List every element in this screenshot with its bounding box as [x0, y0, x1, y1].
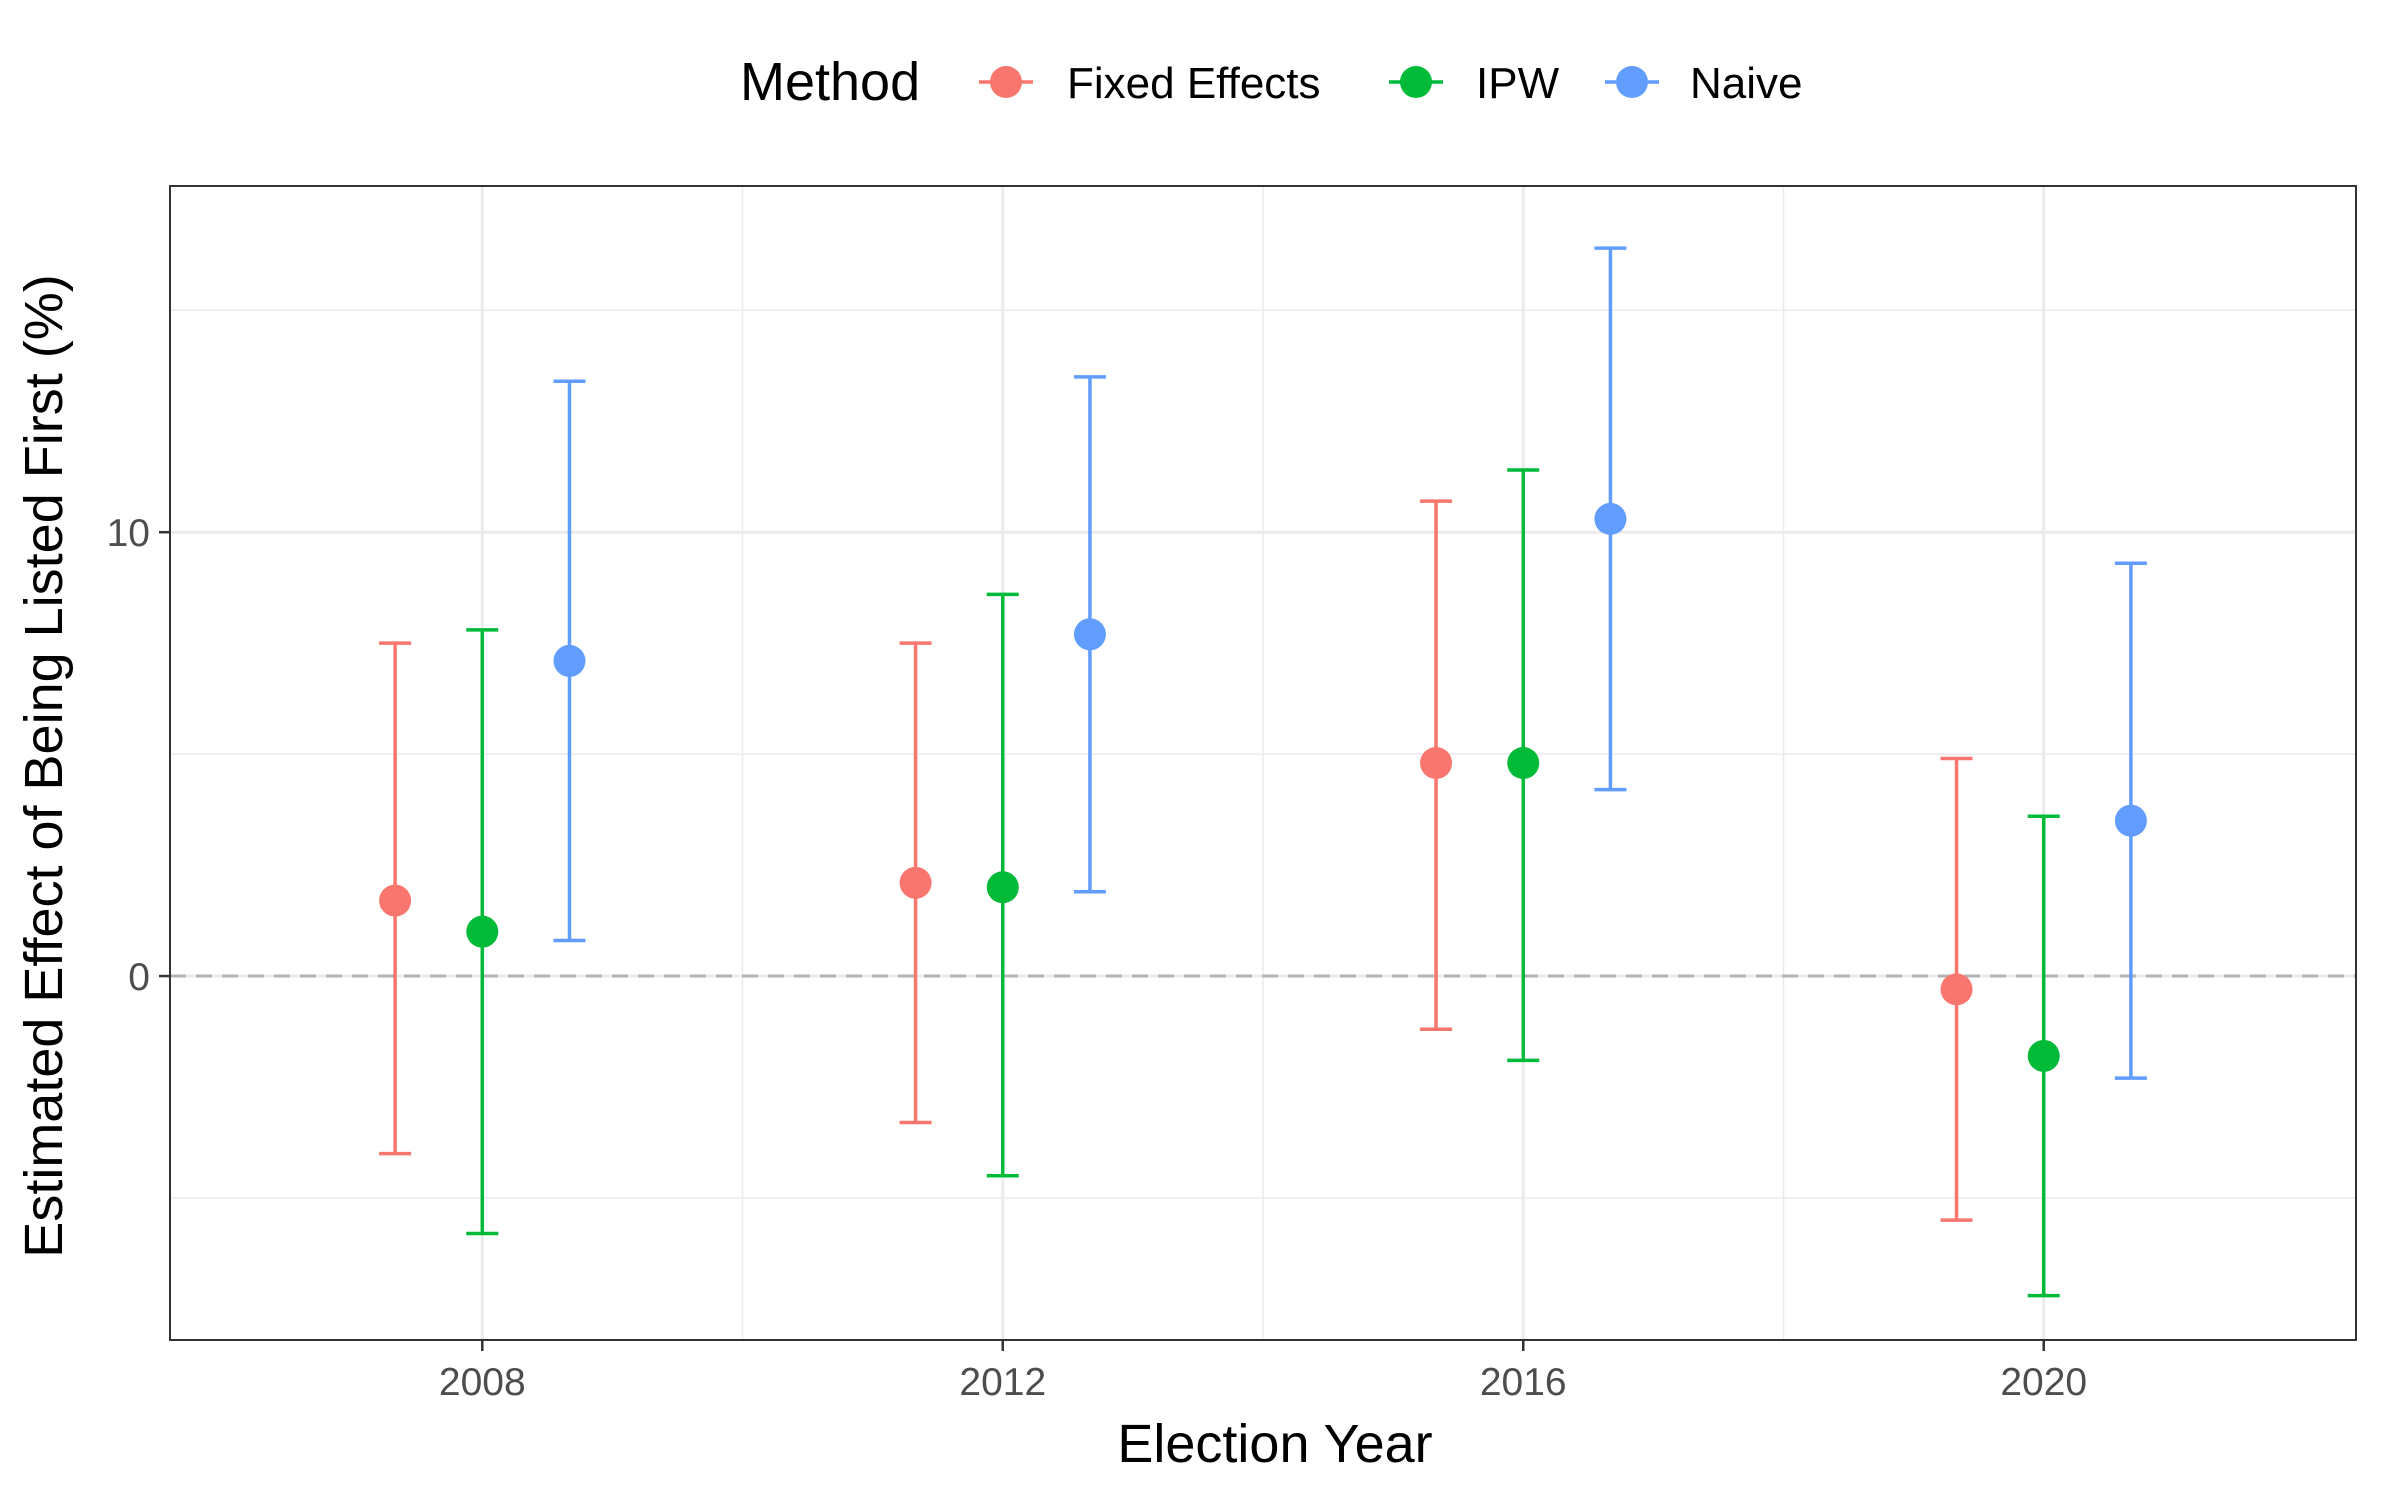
- point-fixed-effects: [899, 866, 932, 899]
- point-naive: [1073, 618, 1106, 651]
- x-tick-label: 2012: [959, 1361, 1046, 1404]
- y-axis: 0 10: [107, 512, 170, 999]
- point-ipw: [466, 915, 499, 948]
- legend-item-ipw: IPW: [1389, 59, 1560, 108]
- legend-item-naive: Naive: [1605, 59, 1803, 108]
- point-ipw: [986, 871, 1019, 904]
- point-naive: [2114, 804, 2147, 837]
- y-tick-label: 0: [128, 956, 150, 999]
- legend-title: Method: [740, 52, 920, 112]
- x-tick-label: 2008: [439, 1361, 526, 1404]
- point-naive: [553, 644, 586, 677]
- point-ipw: [2027, 1039, 2060, 1072]
- legend-label-ipw: IPW: [1476, 59, 1560, 108]
- legend-key-point-ipw: [1400, 66, 1432, 98]
- series-fixed-effects: [379, 499, 1973, 1222]
- legend-key-point-fixed-effects: [990, 66, 1022, 98]
- point-ipw: [1507, 747, 1540, 779]
- legend: Method Fixed Effects IPW Naive: [740, 52, 1803, 112]
- x-axis-title: Election Year: [1117, 1414, 1432, 1474]
- legend-label-naive: Naive: [1690, 59, 1803, 108]
- legend-key-point-naive: [1616, 66, 1648, 98]
- x-axis: 2008 2012 2016 2020: [439, 1340, 2087, 1404]
- series-ipw: [466, 468, 2060, 1298]
- series-naive: [553, 246, 2147, 1080]
- legend-item-fixed-effects: Fixed Effects: [979, 59, 1321, 108]
- legend-label-fixed-effects: Fixed Effects: [1067, 59, 1321, 108]
- plot-panel-border: [169, 185, 2357, 1341]
- series-layer: [379, 246, 2147, 1298]
- point-naive: [1594, 502, 1627, 535]
- x-tick-label: 2020: [2000, 1361, 2087, 1404]
- legend-items: Fixed Effects IPW Naive: [979, 59, 1803, 108]
- point-fixed-effects: [1420, 747, 1453, 779]
- point-fixed-effects: [1940, 973, 1973, 1006]
- y-axis-title: Estimated Effect of Being Listed First (…: [14, 274, 74, 1257]
- x-tick-label: 2016: [1480, 1361, 1567, 1404]
- point-fixed-effects: [379, 884, 412, 917]
- y-tick-label: 10: [107, 512, 150, 555]
